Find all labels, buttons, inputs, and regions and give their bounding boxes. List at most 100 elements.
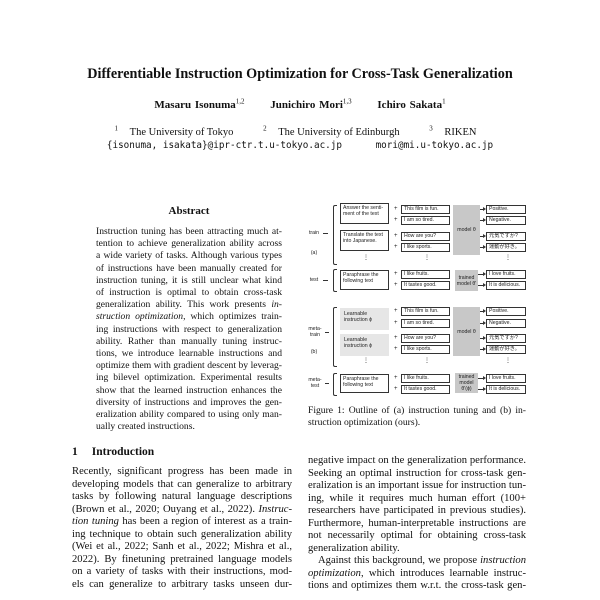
meta-train-label: meta-train xyxy=(308,326,322,338)
emphasis-text: Instruc- xyxy=(258,503,292,515)
output-box: 運動が好き。 xyxy=(486,345,526,354)
output-box: I love fruits. xyxy=(486,270,526,279)
author-name: Junichiro Mori xyxy=(270,98,343,111)
input-box: I am so tired. xyxy=(401,216,450,225)
output-box: Positive. xyxy=(486,307,526,316)
text-segment: generalization ability. xyxy=(308,542,400,554)
text-line: optimization, which introduces learnable… xyxy=(308,568,526,579)
output-box: Negative. xyxy=(486,319,526,328)
text-segment: Furthermore, human-interpretable instruc… xyxy=(308,517,526,529)
text-segment: researchers have participated in previou… xyxy=(308,505,526,516)
emphasis-text: optimization xyxy=(308,567,361,579)
text-line: of instructions have been manually creat… xyxy=(96,263,282,274)
output-box: 元気ですか? xyxy=(486,232,526,241)
test-label: test xyxy=(309,277,319,283)
trained-model-block: trained model θ'(ϕ) xyxy=(455,373,478,393)
text-line: ing bilevel optimization. Experimental r… xyxy=(96,372,282,383)
output-box: Positive. xyxy=(486,205,526,214)
text-segment: els can generalize to arbitrary tasks un… xyxy=(72,578,292,590)
text-line: Furthermore, human-interpretable instruc… xyxy=(308,518,526,529)
text-segment: a wide variety of tasks. Although variou… xyxy=(96,250,282,262)
affiliations: 1 The University of Tokyo 2 The Universi… xyxy=(0,124,600,138)
figure-caption-line: struction optimization (ours). xyxy=(308,417,421,428)
affiliation: 2 The University of Edinburgh xyxy=(263,124,409,138)
text-segment: tasks by following natural language desc… xyxy=(72,491,292,502)
author-name: Masaru Isonuma xyxy=(154,98,236,111)
input-box: This film is fun. xyxy=(401,205,450,214)
text-line: instruction tuning, it is still unclear … xyxy=(96,275,282,286)
text-line: eralization ability compared to using on… xyxy=(96,409,282,420)
text-line: ability. Rather than manually tuning ins… xyxy=(96,336,282,347)
text-line: on a variety of tasks with their instruc… xyxy=(72,566,292,577)
output-box: Negative. xyxy=(486,216,526,225)
input-box: I like fruits. xyxy=(401,374,450,383)
text-line: of instruction is optimal to obtain cros… xyxy=(96,287,282,298)
text-segment: Recently, significant progress has been … xyxy=(72,466,292,477)
text-line: generalization ability. xyxy=(308,543,526,554)
text-line: ing instructions with respect to general… xyxy=(96,324,282,335)
text-segment: diversity of instructions and improves t… xyxy=(96,396,282,408)
input-box: It tastes good. xyxy=(401,385,450,394)
text-segment: 2022). By finetuning pretrained language… xyxy=(72,553,292,565)
text-segment: ually created instructions. xyxy=(96,421,195,433)
email: mori@mi.u-tokyo.ac.jp xyxy=(375,140,494,151)
text-line: generalization ability. This work presen… xyxy=(96,299,282,310)
input-box: I like sports. xyxy=(401,243,450,252)
emphasis-text: in- xyxy=(271,299,282,311)
text-segment: tions, we introduce learnable instructio… xyxy=(96,348,282,359)
text-line: tion tuning has been a region of interes… xyxy=(72,516,292,527)
author-sup: 1,2 xyxy=(235,97,245,105)
input-box: How are you? xyxy=(401,334,450,343)
output-box: 運動が好き。 xyxy=(486,243,526,252)
author: Masaru Isonuma1,2 xyxy=(154,97,245,111)
instruction-box: Translate the text into Japanese. xyxy=(340,230,389,251)
panel-b-label: (b) xyxy=(310,349,318,355)
text-line: show that the learned instruction enhanc… xyxy=(96,385,282,396)
text-line: eralization is an important issue for in… xyxy=(308,480,526,491)
text-line: developing models that can generalize to… xyxy=(72,479,292,490)
text-line: ing technique to obtain such generalizat… xyxy=(72,529,292,540)
input-box: I like sports. xyxy=(401,345,450,354)
text-line: Instruction tuning has been attracting m… xyxy=(96,226,282,237)
author-sup: 1 xyxy=(442,97,446,105)
text-segment: (Brown et al., 2020; Ouyang et al., 2022… xyxy=(72,503,259,515)
text-line: Recently, significant progress has been … xyxy=(72,466,292,477)
text-segment: Instruction tuning has been attracting m… xyxy=(96,226,282,237)
text-line: (Wei et al., 2022; Sanh et al., 2022; Mi… xyxy=(72,541,292,552)
text-segment: , which introduces learnable instruc- xyxy=(360,567,526,579)
emphasis-text: struction optimization xyxy=(96,311,184,323)
meta-test-label: meta-test xyxy=(308,377,322,389)
text-line: negative impact on the generalization pe… xyxy=(308,455,526,466)
text-line: (Brown et al., 2020; Ouyang et al., 2022… xyxy=(72,504,292,515)
text-line: tions, we introduce learnable instructio… xyxy=(96,348,282,359)
author: Ichiro Sakata1 xyxy=(377,97,446,111)
aff-sup: 1 xyxy=(114,124,119,132)
author: Junichiro Mori1,3 xyxy=(270,97,351,111)
aff-name: The University of Edinburgh xyxy=(278,126,400,138)
emphasis-text: instruction xyxy=(480,555,526,566)
bracket xyxy=(333,269,337,292)
text-segment: tention to achieve generalization abilit… xyxy=(96,238,282,250)
aff-name: The University of Tokyo xyxy=(129,126,234,138)
text-segment: eralization is an important issue for in… xyxy=(308,480,526,491)
author-name: Ichiro Sakata xyxy=(377,98,443,111)
text-segment: instruction tuning, it is still unclear … xyxy=(96,274,282,286)
input-box: I like fruits. xyxy=(401,270,450,279)
aff-sup: 3 xyxy=(429,124,433,132)
train-label: train xyxy=(308,230,320,236)
text-line: researchers have participated in previou… xyxy=(308,505,526,516)
affiliation: 3 RIKEN xyxy=(429,124,485,138)
input-box: How are you? xyxy=(401,232,450,241)
text-line: tasks by following natural language desc… xyxy=(72,491,292,502)
affiliation: 1 The University of Tokyo xyxy=(114,124,243,138)
text-segment: generalization ability. This work presen… xyxy=(96,299,272,311)
input-box: This film is fun. xyxy=(401,307,450,316)
text-segment: ing technique to obtain such generalizat… xyxy=(72,528,292,540)
text-line: Seeking an optimal instruction for cross… xyxy=(308,468,526,479)
instruction-box: Answer the senti-ment of the text xyxy=(340,203,389,224)
output-box: I love fruits. xyxy=(486,374,526,383)
text-segment: of instructions have been manually creat… xyxy=(96,262,282,274)
text-segment: ing instructions with respect to general… xyxy=(96,323,282,335)
text-segment: Against this background, we propose xyxy=(318,555,481,566)
text-segment: show that the learned instruction enhanc… xyxy=(96,384,282,396)
